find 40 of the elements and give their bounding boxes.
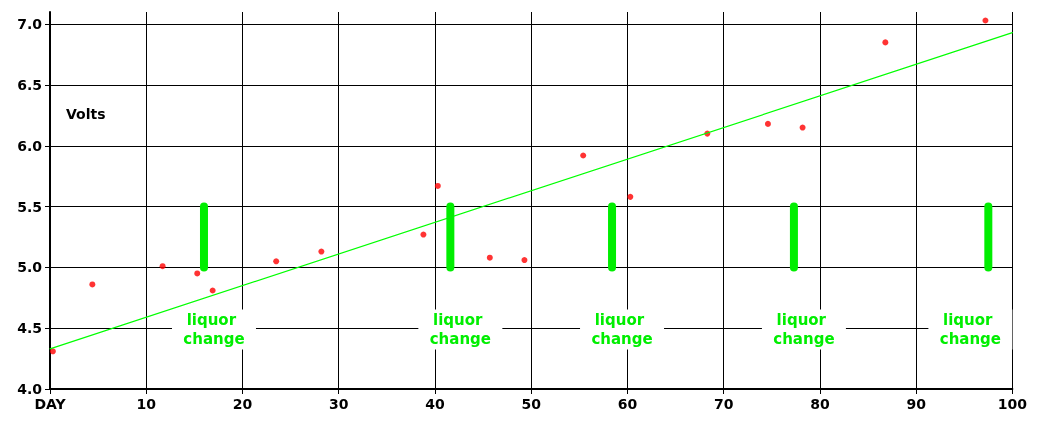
point bbox=[764, 120, 771, 127]
y-tick-label: 5.0 bbox=[17, 259, 43, 276]
y-axis-title: Volts bbox=[66, 106, 106, 122]
x-tick-label: 10 bbox=[136, 396, 157, 412]
annotation: liquor change bbox=[773, 310, 835, 348]
point bbox=[194, 270, 201, 277]
x-tick-label: DAY bbox=[34, 396, 67, 412]
x-tick-label: 90 bbox=[906, 396, 927, 412]
point bbox=[627, 193, 634, 200]
y-tick-label: 4.5 bbox=[17, 320, 42, 337]
x-tick-label: 100 bbox=[997, 396, 1028, 412]
point bbox=[159, 263, 166, 270]
point bbox=[486, 254, 493, 261]
point bbox=[318, 248, 325, 255]
point bbox=[882, 39, 889, 46]
y-tick-label: 7.0 bbox=[17, 16, 43, 33]
annotation: liquor change bbox=[183, 310, 245, 348]
annotation: liquor change bbox=[591, 310, 653, 348]
y-tick-label: 6.5 bbox=[17, 76, 42, 93]
x-tick-label: 70 bbox=[713, 396, 734, 412]
x-tick-label: 30 bbox=[328, 396, 349, 412]
x-tick-label: 20 bbox=[232, 396, 253, 412]
point bbox=[982, 17, 989, 24]
point bbox=[89, 281, 96, 288]
point bbox=[273, 258, 280, 265]
y-tick-label: 6.0 bbox=[17, 137, 43, 154]
point bbox=[799, 124, 806, 131]
annotation: liquor change bbox=[939, 310, 1002, 348]
x-tick-label: 80 bbox=[810, 396, 830, 412]
point bbox=[420, 231, 427, 238]
point bbox=[434, 182, 441, 189]
y-tick-label: 5.5 bbox=[17, 198, 42, 215]
y-tick-label: 4.0 bbox=[17, 381, 43, 397]
x-tick-label: 40 bbox=[425, 396, 445, 412]
x-tick-label: 50 bbox=[521, 396, 542, 412]
point bbox=[580, 152, 587, 159]
x-tick-label: 60 bbox=[617, 396, 638, 412]
annotation: liquor change bbox=[429, 310, 491, 348]
point bbox=[521, 257, 528, 264]
point bbox=[49, 348, 56, 355]
